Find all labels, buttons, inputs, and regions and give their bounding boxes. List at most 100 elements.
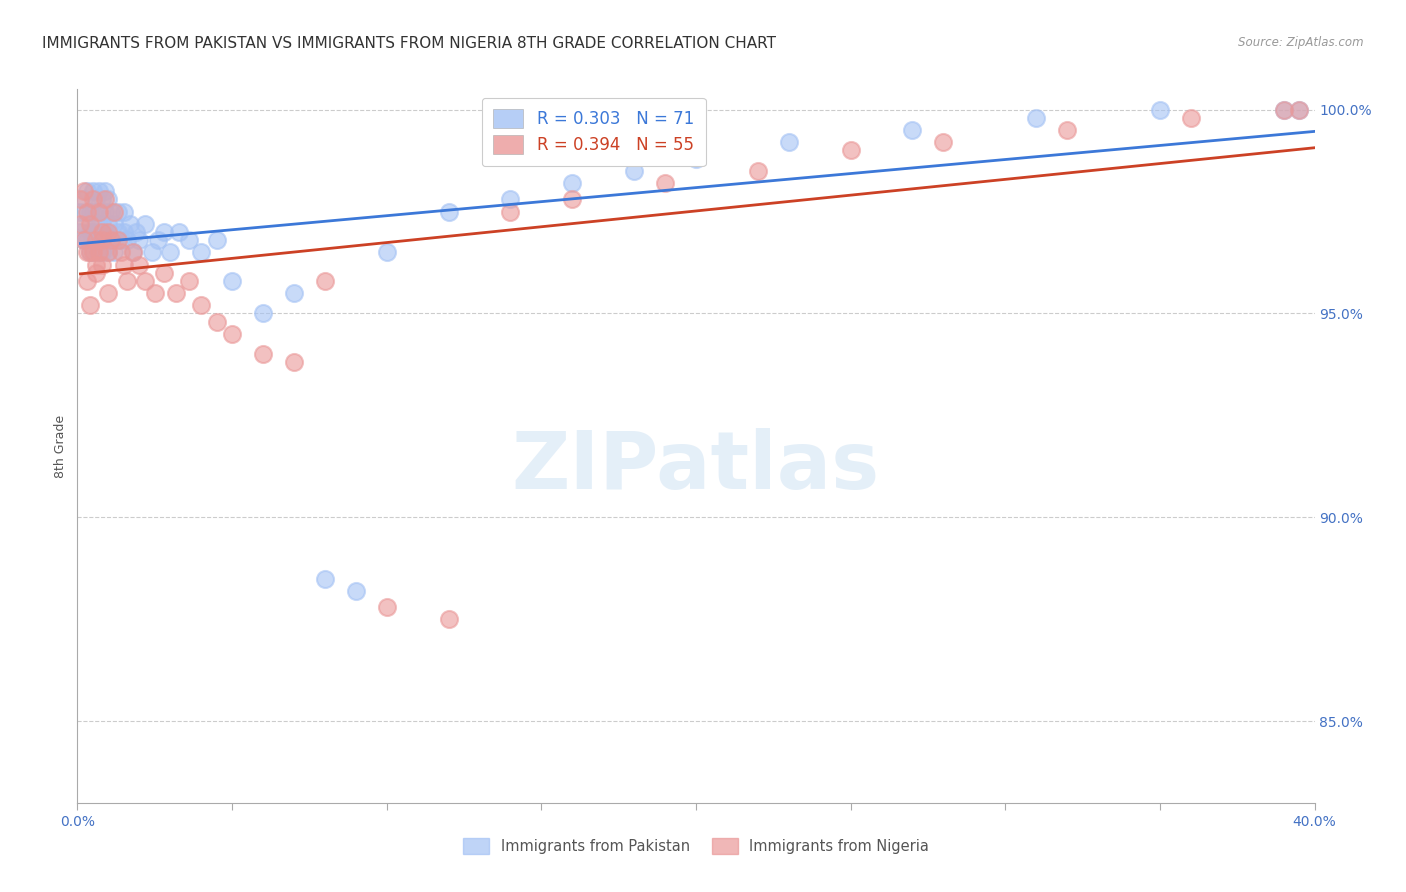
Point (128, 233, 150, 247)
Point (107, 204, 129, 219)
Point (190, 298, 212, 312)
Point (314, 572, 336, 586)
Point (100, 204, 122, 219)
Text: ZIPatlas: ZIPatlas (512, 428, 880, 507)
Point (110, 233, 132, 247)
Point (1180, 111, 1202, 125)
Point (87, 184, 110, 198)
Point (97, 217, 120, 231)
Point (1056, 123, 1078, 137)
Point (91, 225, 114, 239)
Point (97, 286, 120, 301)
Legend: Immigrants from Pakistan, Immigrants from Nigeria: Immigrants from Pakistan, Immigrants fro… (457, 832, 935, 860)
Point (91, 217, 114, 231)
Point (134, 217, 156, 231)
Point (97, 245, 120, 260)
Point (314, 274, 336, 288)
Point (122, 245, 145, 260)
Point (87, 204, 110, 219)
Point (221, 326, 243, 341)
Point (283, 286, 305, 301)
Point (76, 233, 98, 247)
Point (97, 225, 120, 239)
Point (112, 258, 135, 272)
Point (72, 192, 94, 206)
Point (82, 204, 104, 219)
Point (84, 217, 107, 231)
Point (499, 204, 522, 219)
Point (205, 233, 228, 247)
Point (654, 176, 676, 190)
Point (623, 163, 645, 178)
Point (79, 204, 101, 219)
Point (79, 245, 101, 260)
Point (177, 274, 200, 288)
Point (82, 245, 104, 260)
Point (94, 192, 117, 206)
Point (91, 258, 114, 272)
Point (79, 245, 101, 260)
Point (153, 266, 176, 280)
Point (437, 204, 460, 219)
Point (76, 184, 98, 198)
Point (1149, 103, 1171, 117)
Point (115, 233, 138, 247)
Text: Source: ZipAtlas.com: Source: ZipAtlas.com (1239, 36, 1364, 49)
Point (100, 233, 122, 247)
Point (94, 204, 117, 219)
Point (177, 233, 200, 247)
Point (76, 245, 98, 260)
Point (561, 176, 583, 190)
Point (165, 286, 187, 301)
Text: IMMIGRANTS FROM PAKISTAN VS IMMIGRANTS FROM NIGERIA 8TH GRADE CORRELATION CHART: IMMIGRANTS FROM PAKISTAN VS IMMIGRANTS F… (42, 36, 776, 51)
Point (112, 204, 135, 219)
Point (91, 192, 114, 206)
Point (107, 233, 129, 247)
Point (561, 192, 583, 206)
Point (153, 225, 176, 239)
Point (97, 192, 120, 206)
Point (94, 225, 117, 239)
Point (69, 204, 91, 219)
Point (778, 135, 800, 149)
Point (143, 286, 166, 301)
Point (283, 355, 305, 369)
Point (84, 266, 107, 280)
Point (91, 233, 114, 247)
Point (103, 204, 125, 219)
Point (72, 184, 94, 198)
Point (1272, 103, 1295, 117)
Point (375, 245, 398, 260)
Point (190, 245, 212, 260)
Point (1288, 103, 1310, 117)
Point (87, 225, 110, 239)
Point (76, 204, 98, 219)
Point (1288, 103, 1310, 117)
Point (122, 245, 145, 260)
Point (103, 245, 125, 260)
Point (134, 274, 156, 288)
Point (128, 258, 150, 272)
Point (747, 163, 769, 178)
Point (125, 225, 148, 239)
Point (79, 298, 101, 312)
Point (1025, 111, 1047, 125)
Point (72, 233, 94, 247)
Point (252, 306, 274, 320)
Point (82, 192, 104, 206)
Point (72, 233, 94, 247)
Point (110, 245, 132, 260)
Point (84, 192, 107, 206)
Point (141, 245, 163, 260)
Point (169, 225, 191, 239)
Point (84, 233, 107, 247)
Point (103, 217, 125, 231)
Point (87, 245, 110, 260)
Point (252, 347, 274, 361)
Point (91, 245, 114, 260)
Point (115, 274, 138, 288)
Point (1272, 103, 1295, 117)
Point (146, 233, 169, 247)
Point (205, 315, 228, 329)
Y-axis label: 8th Grade: 8th Grade (53, 415, 67, 477)
